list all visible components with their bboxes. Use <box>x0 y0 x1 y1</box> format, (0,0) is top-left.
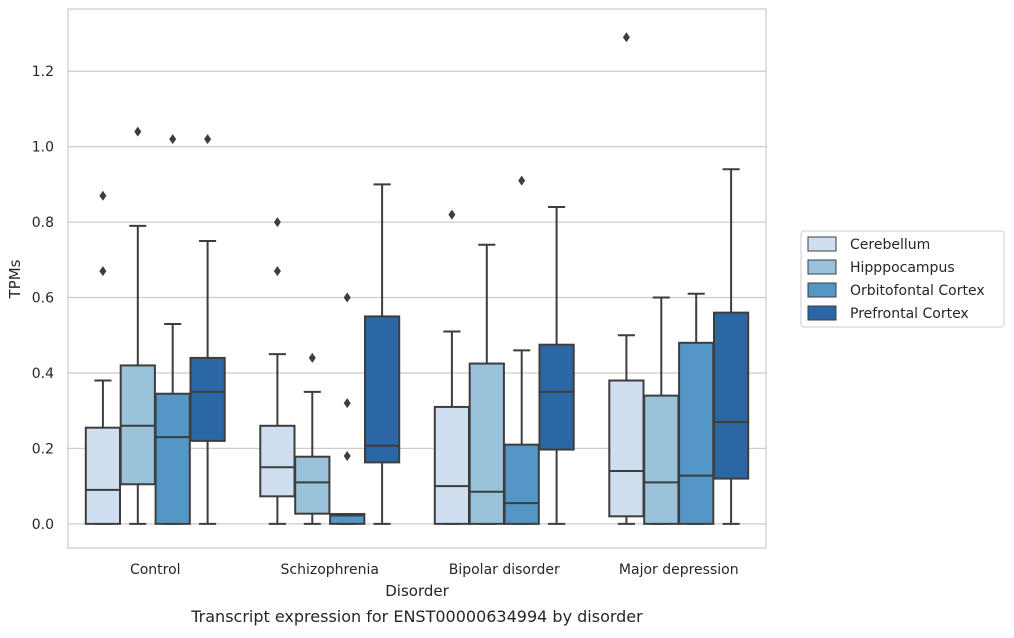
box-iqr <box>84 426 122 525</box>
box-group <box>363 183 401 525</box>
legend-swatch <box>807 305 837 321</box>
flier-point <box>308 352 316 363</box>
y-tick-label: 1.0 <box>32 140 54 156</box>
box-group <box>119 126 156 525</box>
box-iqr <box>329 513 366 525</box>
box-group <box>329 292 366 525</box>
legend-label: Orbitofontal Cortex <box>850 283 985 299</box>
y-tick-label: 0.4 <box>32 366 54 382</box>
box-iqr <box>712 311 750 480</box>
y-tick-labels: 0.0 0.2 0.4 0.6 0.8 1.0 1.2 <box>32 64 54 533</box>
y-tick-label: 1.2 <box>32 64 54 80</box>
box-iqr <box>154 392 191 525</box>
legend-label: Hipppocampus <box>850 260 955 276</box>
flier-point <box>134 126 142 137</box>
legend-label: Cerebellum <box>850 237 930 253</box>
box-group <box>503 175 540 525</box>
box-iqr <box>503 443 540 525</box>
flier-point <box>273 217 281 228</box>
legend-swatch <box>807 259 837 275</box>
box-iqr <box>643 394 680 525</box>
flier-point <box>169 134 177 145</box>
flier-point <box>343 450 351 461</box>
box-iqr <box>468 362 505 525</box>
y-tick-label: 0.0 <box>32 517 54 533</box>
legend-frame <box>800 230 1005 328</box>
legend-label: Prefrontal Cortex <box>850 306 969 322</box>
flier-point <box>99 190 107 201</box>
flier-point <box>204 134 212 145</box>
flier-point <box>343 398 351 409</box>
x-axis-label: Disorder <box>385 582 449 600</box>
x-tick-label: Major depression <box>619 562 739 578</box>
y-axis-label: TPMs <box>6 259 24 299</box>
flier-point <box>273 266 281 277</box>
box-group <box>538 206 575 525</box>
flier-point <box>448 209 456 220</box>
box-group <box>468 243 505 525</box>
x-tick-label: Control <box>130 562 181 578</box>
y-tick-label: 0.2 <box>32 441 54 457</box>
box-iqr <box>363 315 401 464</box>
box-group <box>712 168 750 525</box>
box-iqr <box>189 356 226 442</box>
y-tick-label: 0.8 <box>32 215 54 231</box>
box-iqr <box>678 341 715 525</box>
flier-point <box>99 266 107 277</box>
box-iqr <box>294 455 331 515</box>
flier-point <box>343 292 351 303</box>
chart-title: Transcript expression for ENST0000063499… <box>190 607 643 626</box>
box-group <box>294 352 331 525</box>
legend-swatch <box>807 236 837 252</box>
flier-point <box>518 175 526 186</box>
box-iqr <box>433 405 471 525</box>
x-tick-label: Schizophrenia <box>281 562 379 578</box>
box-groups <box>84 32 750 525</box>
box-group <box>608 32 645 525</box>
box-iqr <box>608 379 645 518</box>
x-tick-labels: Control Schizophrenia Bipolar disorder Majo… <box>130 562 739 578</box>
flier-point <box>622 32 630 43</box>
box-iqr <box>259 424 296 498</box>
legend: Cerebellum Hipppocampus Orbitofontal Corte… <box>800 230 1005 328</box>
box-group <box>154 134 191 525</box>
box-iqr <box>538 343 575 451</box>
box-group <box>189 134 226 525</box>
legend-swatch <box>807 282 837 298</box>
y-tick-label: 0.6 <box>32 291 54 307</box>
plot-frame <box>67 8 767 549</box>
box-group <box>643 296 680 525</box>
x-tick-label: Bipolar disorder <box>449 562 560 578</box>
